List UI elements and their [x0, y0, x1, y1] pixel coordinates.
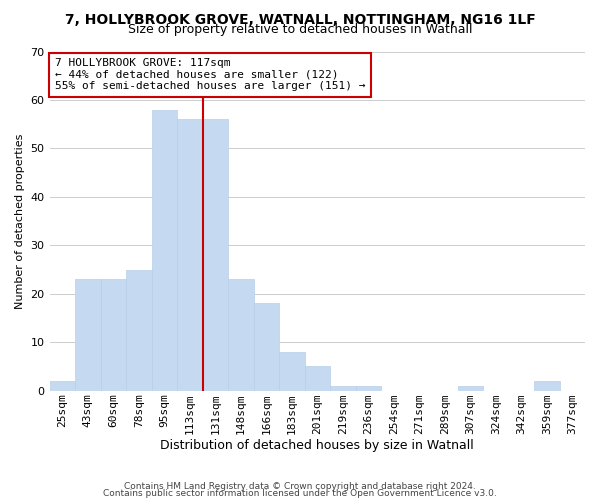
- X-axis label: Distribution of detached houses by size in Watnall: Distribution of detached houses by size …: [160, 440, 474, 452]
- Text: Size of property relative to detached houses in Watnall: Size of property relative to detached ho…: [128, 22, 472, 36]
- Text: Contains public sector information licensed under the Open Government Licence v3: Contains public sector information licen…: [103, 490, 497, 498]
- Bar: [75, 279, 101, 390]
- Bar: [228, 279, 254, 390]
- Bar: [534, 381, 560, 390]
- Bar: [458, 386, 483, 390]
- Bar: [254, 304, 279, 390]
- Bar: [203, 120, 228, 390]
- Text: 7 HOLLYBROOK GROVE: 117sqm
← 44% of detached houses are smaller (122)
55% of sem: 7 HOLLYBROOK GROVE: 117sqm ← 44% of deta…: [55, 58, 365, 92]
- Text: 7, HOLLYBROOK GROVE, WATNALL, NOTTINGHAM, NG16 1LF: 7, HOLLYBROOK GROVE, WATNALL, NOTTINGHAM…: [65, 12, 535, 26]
- Bar: [126, 270, 152, 390]
- Y-axis label: Number of detached properties: Number of detached properties: [15, 134, 25, 309]
- Bar: [177, 120, 203, 390]
- Bar: [50, 381, 75, 390]
- Bar: [305, 366, 330, 390]
- Bar: [152, 110, 177, 390]
- Bar: [330, 386, 356, 390]
- Bar: [279, 352, 305, 391]
- Bar: [356, 386, 381, 390]
- Text: Contains HM Land Registry data © Crown copyright and database right 2024.: Contains HM Land Registry data © Crown c…: [124, 482, 476, 491]
- Bar: [101, 279, 126, 390]
